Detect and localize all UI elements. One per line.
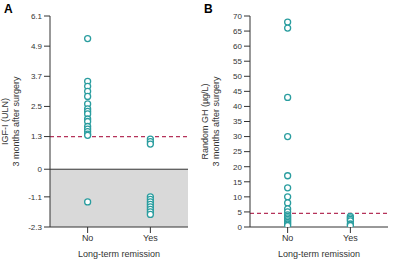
html-text:A: A (4, 2, 13, 16)
svg-text:10: 10 (233, 193, 242, 202)
svg-text:30: 30 (233, 132, 242, 141)
svg-text:Yes: Yes (343, 233, 358, 243)
svg-text:Long-term remission: Long-term remission (78, 249, 160, 259)
svg-text:0: 0 (38, 165, 43, 174)
svg-text:0: 0 (238, 223, 243, 232)
svg-text:No: No (282, 233, 294, 243)
svg-text:55: 55 (233, 57, 242, 66)
svg-text:-1.1: -1.1 (28, 193, 42, 202)
svg-text:15: 15 (233, 178, 242, 187)
svg-text:-2.3: -2.3 (28, 223, 42, 232)
svg-text:No: No (82, 233, 94, 243)
svg-text:1.3: 1.3 (31, 132, 43, 141)
svg-text:35: 35 (233, 117, 242, 126)
svg-text:60: 60 (233, 42, 242, 51)
svg-text:40: 40 (233, 102, 242, 111)
svg-text:25: 25 (233, 147, 242, 156)
svg-text:70: 70 (233, 12, 242, 21)
svg-text:Yes: Yes (143, 233, 158, 243)
svg-text:Long-term remission: Long-term remission (278, 249, 360, 259)
svg-text:6.1: 6.1 (31, 12, 43, 21)
svg-text:Random GH (µg/L)3 months after: Random GH (µg/L)3 months after surgery (200, 76, 221, 167)
html-text:B: B (204, 2, 213, 16)
svg-text:20: 20 (233, 163, 242, 172)
svg-text:5: 5 (238, 208, 243, 217)
svg-text:65: 65 (233, 27, 242, 36)
svg-text:45: 45 (233, 87, 242, 96)
svg-text:IGF-I (ULN)3 months after surg: IGF-I (ULN)3 months after surgery (8, 76, 21, 167)
svg-text:3.7: 3.7 (31, 72, 43, 81)
svg-text:50: 50 (233, 72, 242, 81)
svg-text:2.5: 2.5 (31, 102, 43, 111)
svg-text:4.9: 4.9 (31, 42, 43, 51)
